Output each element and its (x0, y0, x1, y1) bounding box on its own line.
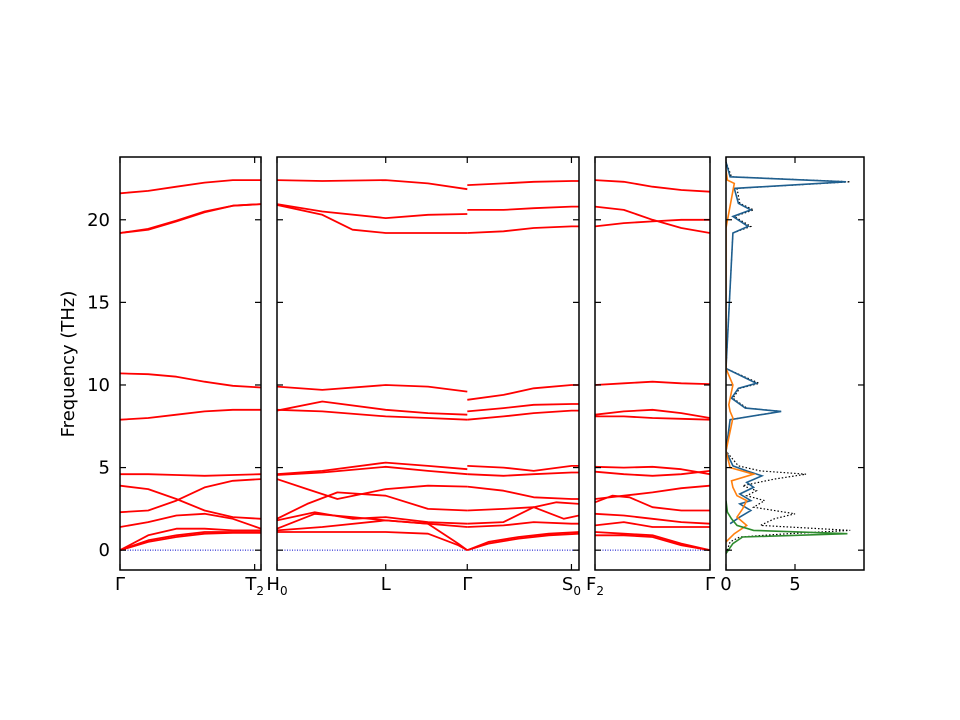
phonon-band (277, 408, 468, 421)
dos-curve (726, 161, 847, 525)
phonon-band (595, 205, 710, 234)
panel-2: H0 L Γ S0 (266, 156, 581, 598)
x-tick-label: L (381, 574, 391, 595)
plot-area (726, 161, 851, 554)
x-tick-label: F2 (586, 574, 604, 598)
phonon-band (120, 408, 261, 421)
x-tick-label: S0 (562, 574, 581, 598)
phonon-band (467, 471, 579, 477)
phonon-band (595, 534, 710, 552)
phonon-band (277, 204, 468, 234)
y-tick-label: 0 (99, 540, 110, 561)
phonon-band (595, 470, 710, 477)
phonon-band (595, 494, 710, 512)
phonon-band (595, 531, 710, 552)
x-tick-subscript: 2 (596, 584, 604, 598)
phonon-band (467, 384, 579, 401)
phonon-band (595, 484, 710, 500)
panel-frame (119, 156, 262, 571)
phonon-band (467, 464, 579, 472)
phonon-band (595, 408, 710, 419)
x-tick-subscript: 2 (256, 584, 264, 598)
phonon-band (120, 203, 261, 234)
phonon-band (467, 532, 579, 552)
x-tick-label: Γ (115, 574, 125, 595)
y-tick-label: 10 (87, 375, 110, 396)
dos-curve (726, 161, 851, 554)
phonon-band (120, 473, 261, 477)
phonon-band (467, 225, 579, 234)
phonon-band (595, 415, 710, 421)
phonon-band (277, 519, 468, 551)
phonon-band (467, 501, 579, 512)
phonon-band (120, 478, 261, 514)
phonon-band (120, 484, 261, 520)
panel-3: F2 Γ (586, 156, 715, 598)
panel-frame (276, 156, 580, 571)
phonon-band (595, 218, 710, 228)
phonon-band (466, 531, 579, 552)
phonon-band (277, 400, 468, 416)
phonon-band (120, 531, 261, 552)
phonon-band (467, 409, 579, 421)
phonon-band (277, 461, 468, 476)
phonon-band (467, 403, 579, 413)
x-tick-subscript: 0 (280, 584, 288, 598)
x-tick-label: H0 (266, 574, 287, 598)
phonon-band (277, 531, 468, 551)
phonon-band (467, 521, 579, 528)
phonon-band (277, 465, 468, 476)
panel-frame (594, 156, 711, 571)
phonon-band (595, 179, 710, 193)
dos-curve (726, 170, 757, 543)
plot-area (277, 179, 579, 552)
y-tick-label: 15 (87, 292, 110, 313)
y-axis-label-group: Frequency (THz) (58, 291, 79, 438)
phonon-band (277, 512, 468, 530)
phonon-band (467, 180, 579, 186)
phonon-band (467, 506, 579, 525)
phonon-band (277, 491, 468, 520)
phonon-band (467, 485, 579, 500)
phonon-band (467, 205, 579, 211)
y-axis-label: Frequency (THz) (58, 291, 79, 438)
x-tick-label: 0 (720, 574, 731, 595)
x-tick-label: Γ (705, 574, 715, 595)
phonon-band (120, 512, 261, 530)
phonon-band (595, 521, 710, 528)
phonon-band (277, 179, 468, 191)
phonon-band (277, 203, 468, 220)
y-tick-label: 5 (99, 458, 110, 479)
phonon-band (595, 380, 710, 386)
plot-area (120, 179, 261, 552)
phonon-band (595, 512, 710, 525)
phonon-band (277, 384, 468, 393)
y-tick-label: 20 (87, 210, 110, 231)
x-tick-subscript: 0 (573, 584, 581, 598)
phonon-band (120, 372, 261, 389)
plot-area (595, 179, 710, 552)
x-tick-label: Γ (462, 574, 472, 595)
phonon-band (120, 527, 261, 551)
phonon-band (120, 203, 261, 234)
dos-curve (726, 500, 848, 554)
phonon-band (595, 465, 710, 476)
phonon-band (120, 179, 261, 195)
phonon-band (277, 478, 468, 500)
x-tick-label: T2 (244, 574, 264, 598)
x-tick-label: 5 (789, 574, 800, 595)
panel-1: 0 5 10 15 20 Γ T2 (87, 156, 264, 598)
